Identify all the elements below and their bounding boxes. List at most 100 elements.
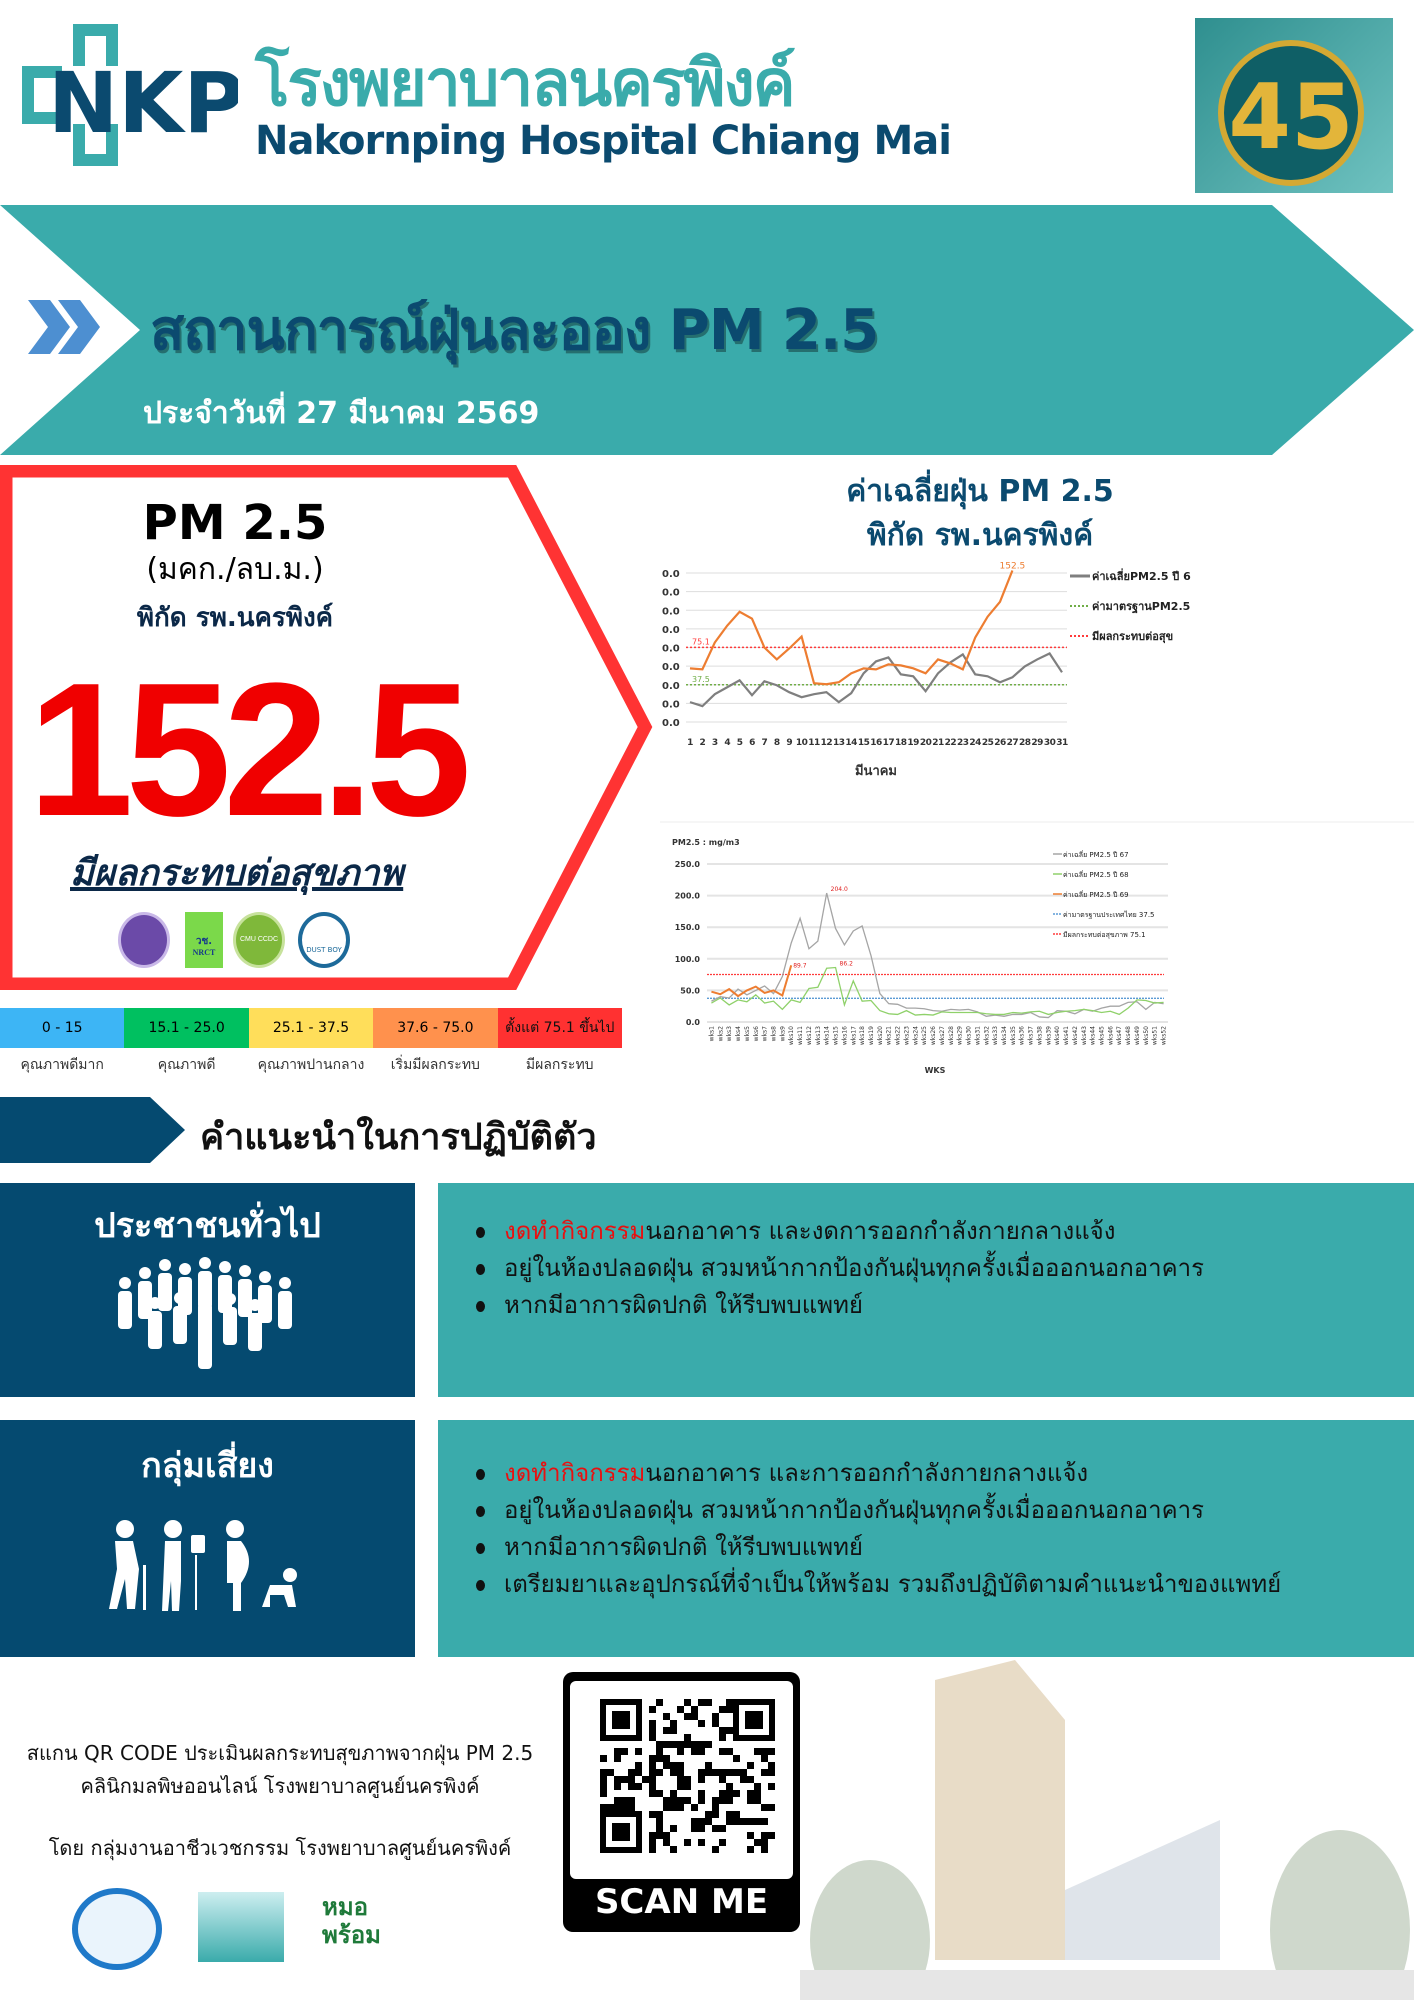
x-tick-label: 21 (932, 738, 944, 748)
qr-module (726, 1727, 733, 1734)
person-head (159, 1259, 171, 1271)
qr-module (663, 1713, 670, 1720)
qr-code-card[interactable]: SCAN ME (563, 1672, 800, 1932)
x-tick-label: wks25 (921, 1026, 928, 1045)
general-advice-list: งดทำกิจกรรมนอกอาคาร และงดการออกกำลังกายก… (438, 1183, 1414, 1397)
advice-text: นอกอาคาร และงดการออกกำลังกายกลางแจ้ง (645, 1217, 1116, 1245)
x-tick-label: wks29 (957, 1026, 964, 1045)
qr-module (733, 1790, 740, 1797)
aqi-range: 37.6 - 75.0 (373, 1008, 498, 1048)
x-tick-label: wks32 (983, 1026, 990, 1045)
qr-module (600, 1755, 607, 1762)
x-tick-label: wks45 (1099, 1026, 1106, 1045)
x-tick-label: wks42 (1072, 1026, 1079, 1045)
page-title: สถานการณ์ฝุ่นละออง PM 2.5 (150, 298, 879, 363)
qr-module (747, 1776, 754, 1783)
legend-label: ค่ามาตรฐานPM2.5 (1092, 600, 1190, 614)
nrct-text: วช. (195, 936, 213, 947)
qr-module (621, 1748, 628, 1755)
date-value: 27 มีนาคม 2569 (296, 396, 540, 431)
person-body (223, 1307, 237, 1345)
person-body (118, 1291, 132, 1329)
qr-module (614, 1776, 621, 1783)
qr-module (719, 1839, 726, 1846)
x-tick-label: 1 (687, 738, 693, 748)
qr-module (649, 1755, 656, 1762)
qr-module (747, 1790, 754, 1797)
person-head (249, 1299, 261, 1311)
qr-module (677, 1769, 684, 1776)
qr-module (656, 1748, 663, 1755)
x-tick-label: wks50 (1143, 1026, 1150, 1045)
aqi-level-5: ตั้งแต่ 75.1 ขึ้นไป มีผลกระทบ (497, 1008, 622, 1082)
qr-module (747, 1797, 754, 1804)
qr-module (600, 1790, 607, 1797)
person-body (173, 1306, 187, 1344)
x-tick-label: wks35 (1010, 1026, 1017, 1045)
qr-module (628, 1776, 635, 1783)
qr-module (712, 1811, 719, 1818)
qr-module (761, 1804, 768, 1811)
person-body (148, 1311, 162, 1349)
qr-module (649, 1811, 656, 1818)
qr-code-icon[interactable] (570, 1681, 793, 1879)
aqi-range: 25.1 - 37.5 (248, 1008, 374, 1048)
qr-module (607, 1769, 614, 1776)
qr-module (614, 1748, 621, 1755)
x-tick-label: 29 (1031, 738, 1043, 748)
x-tick-label: wks48 (1125, 1026, 1132, 1045)
qr-module (621, 1776, 628, 1783)
double-chevron-icon (28, 300, 100, 354)
x-tick-label: 24 (969, 738, 981, 748)
qr-module (656, 1811, 663, 1818)
hospital-name-en: Nakornping Hospital Chiang Mai (255, 118, 952, 164)
x-tick-label: 3 (712, 738, 718, 748)
y-tick-label: 0.0 (662, 569, 680, 580)
qr-module (761, 1846, 768, 1853)
risk-advice-list: งดทำกิจกรรมนอกอาคาร และการออกกำลังกายกลา… (438, 1420, 1414, 1657)
qr-module (677, 1776, 684, 1783)
qr-finder (612, 1711, 630, 1729)
pm-unit: (มคก./ลบ.ม.) (146, 552, 324, 587)
aqi-label: คุณภาพดีมาก (20, 1057, 104, 1073)
x-tick-label: wks9 (779, 1026, 786, 1042)
person-head (199, 1289, 211, 1301)
pm-value-panel (0, 465, 653, 990)
occupational-med-logo (72, 1888, 162, 1970)
qr-module (670, 1846, 677, 1853)
scan-me-label: SCAN ME (594, 1882, 769, 1922)
qr-module (649, 1783, 656, 1790)
aqi-level-1: 0 - 15 คุณภาพดีมาก (0, 1008, 125, 1082)
qr-module (712, 1713, 719, 1720)
x-tick-label: wks22 (895, 1026, 902, 1045)
qr-module (642, 1776, 649, 1783)
qr-module (684, 1783, 691, 1790)
qr-module (698, 1769, 705, 1776)
qr-module (719, 1790, 726, 1797)
qr-module (726, 1699, 733, 1706)
qr-instruction-1: สแกน QR CODE ประเมินผลกระทบสุขภาพจากฝุ่น… (26, 1741, 534, 1765)
qr-module (705, 1818, 712, 1825)
qr-module (761, 1832, 768, 1839)
advice-item: เตรียมยาและอุปกรณ์ที่จำเป็นให้พร้อม รวมถ… (468, 1566, 1414, 1603)
qr-module (663, 1755, 670, 1762)
qr-module (761, 1839, 768, 1846)
qr-module (670, 1762, 677, 1769)
legend-label: มีผลกระทบต่อสุข (1092, 630, 1173, 644)
series-line-2 (689, 570, 1014, 686)
qr-module (656, 1769, 663, 1776)
person-head (239, 1265, 251, 1277)
report-date: ประจำวันที่ 27 มีนาคม 2569 (143, 390, 539, 437)
x-tick-label: wks1 (708, 1026, 715, 1042)
advice-item: งดทำกิจกรรมนอกอาคาร และการออกกำลังกายกลา… (468, 1455, 1414, 1492)
advice-text: หากมีอาการผิดปกติ ให้รีบพบแพทย์ (504, 1533, 863, 1561)
x-tick-label: wks24 (912, 1026, 919, 1045)
qr-module (656, 1699, 663, 1706)
qr-module (635, 1748, 642, 1755)
qr-module (614, 1804, 621, 1811)
y-tick-label: 0.0 (662, 662, 680, 673)
qr-module (768, 1762, 775, 1769)
x-tick-label: wks8 (770, 1026, 777, 1042)
legend-label: ค่ามาตรฐานประเทศไทย 37.5 (1063, 910, 1155, 919)
aqi-level-4: 37.6 - 75.0 เริ่มมีผลกระทบ (373, 1008, 498, 1082)
